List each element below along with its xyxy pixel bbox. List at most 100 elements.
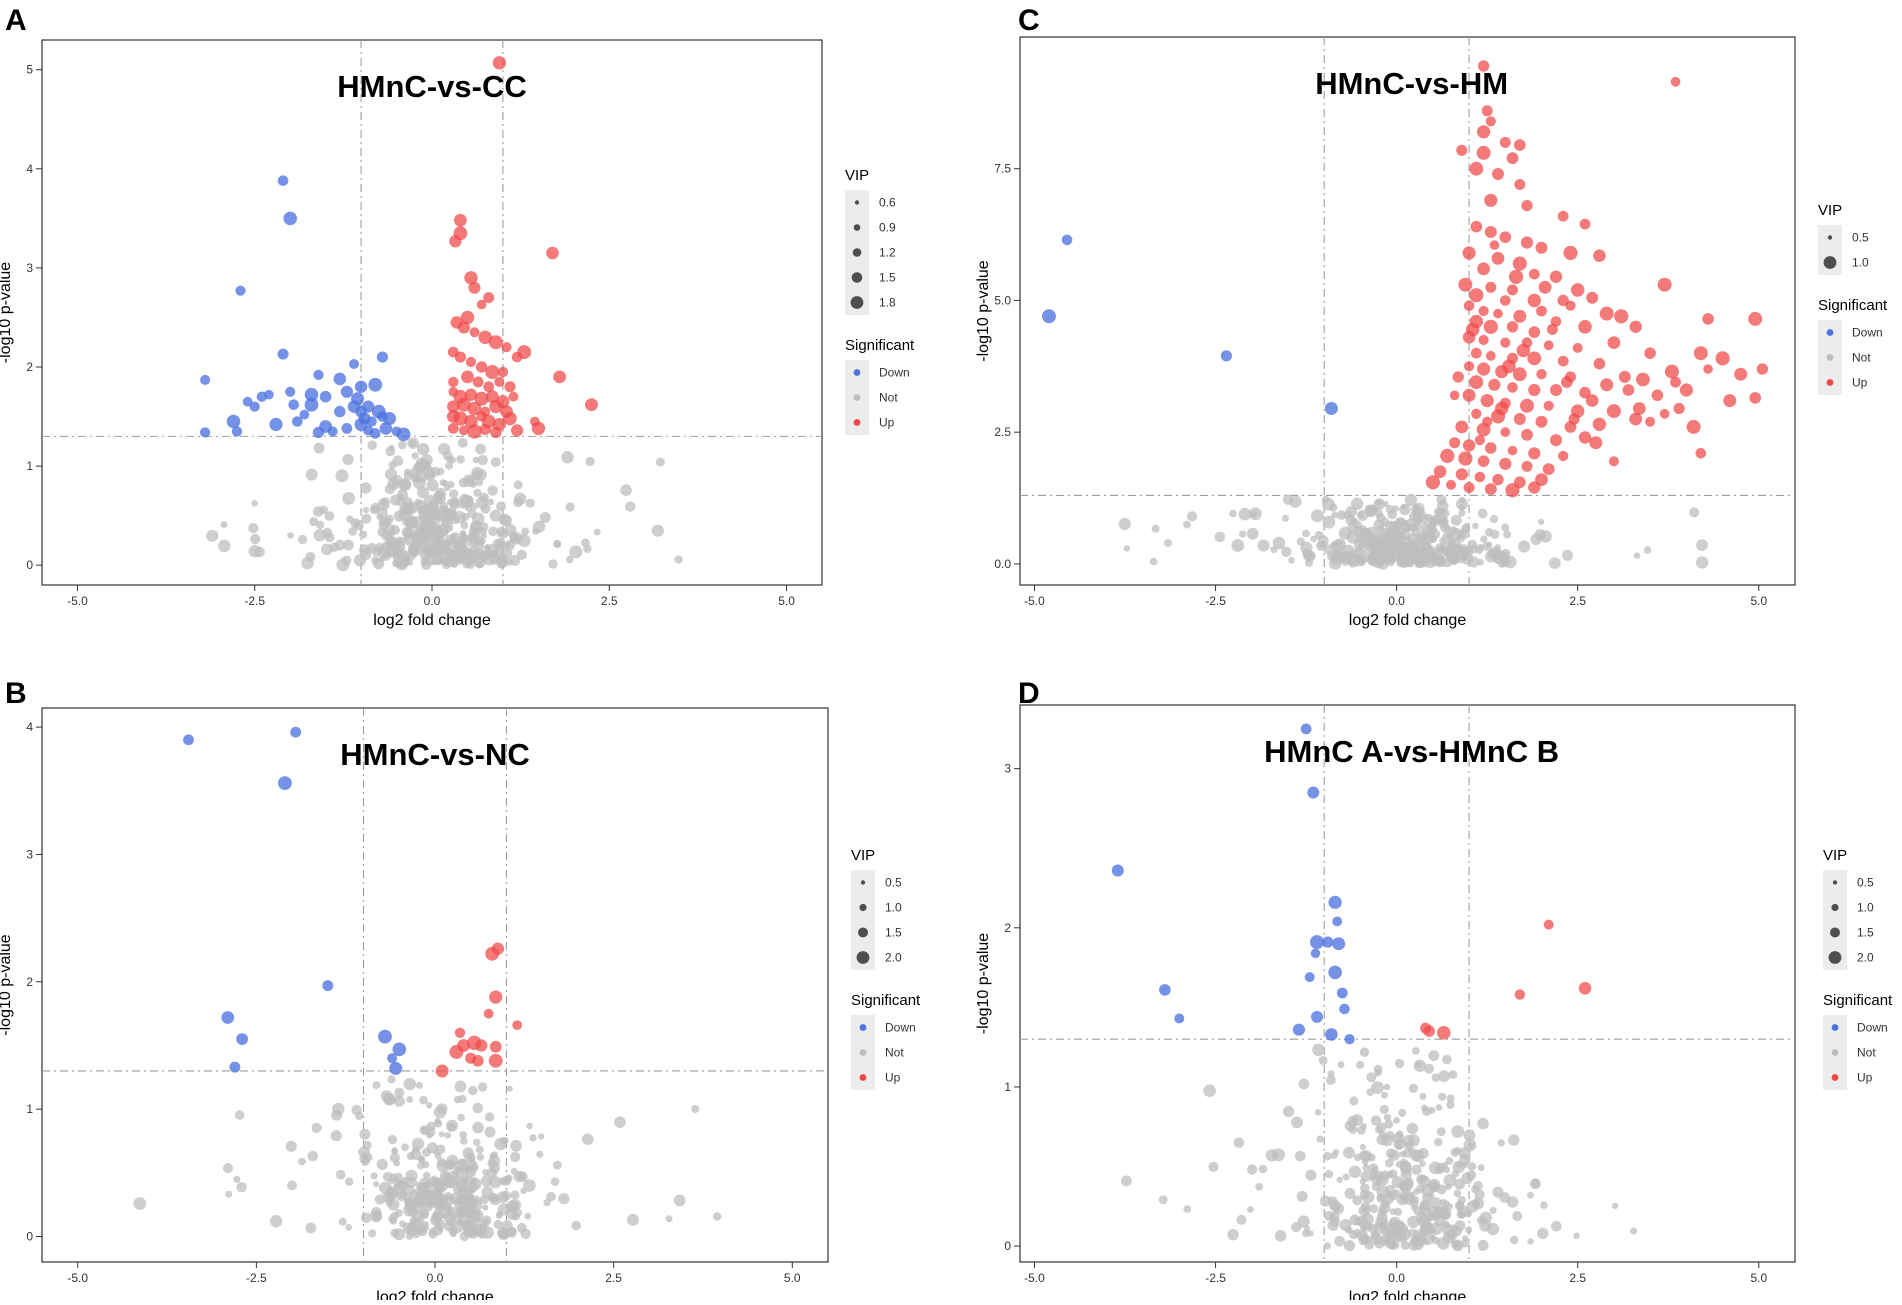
point-down	[290, 726, 302, 738]
point-not	[1408, 1146, 1415, 1154]
point-up	[1502, 359, 1516, 374]
point-not	[463, 1221, 476, 1234]
point-not	[348, 527, 358, 536]
point-not	[1367, 1223, 1378, 1234]
point-not	[1434, 507, 1442, 516]
point-not	[373, 1181, 380, 1188]
point-not	[1480, 535, 1488, 543]
point-not	[458, 477, 469, 488]
point-down	[304, 397, 319, 412]
point-not	[490, 457, 501, 468]
point-not	[460, 535, 469, 544]
point-not	[309, 517, 319, 527]
point-not	[372, 1212, 382, 1222]
point-not	[385, 446, 396, 457]
legend-significant-swatch-up	[859, 1074, 867, 1081]
point-not	[467, 1155, 476, 1164]
panel-c: C HMnC-vs-HM -5.0 -2.5 0.0 2.5 5.0 0.0 2.5 5.0 7.5…	[975, 4, 1888, 629]
point-not	[1456, 553, 1466, 564]
point-up	[1478, 334, 1489, 346]
point-not	[472, 456, 480, 464]
y-tick-label: 3	[26, 847, 33, 861]
point-up	[1695, 448, 1707, 459]
point-down	[376, 351, 388, 363]
point-not	[377, 545, 391, 559]
point-up	[1484, 193, 1498, 207]
point-not	[313, 529, 326, 542]
point-up	[1499, 457, 1512, 470]
point-not	[443, 522, 454, 532]
x-tick-label: -5.0	[67, 1271, 88, 1285]
point-down	[242, 396, 253, 407]
point-not	[417, 1161, 425, 1170]
legend-significant-swatch-up	[1826, 379, 1834, 386]
point-not	[372, 1081, 381, 1090]
point-not	[1318, 1056, 1328, 1065]
point-not	[313, 442, 325, 454]
point-not	[1214, 531, 1226, 543]
point-up	[1528, 481, 1541, 494]
point-not	[342, 492, 355, 505]
point-not	[305, 1222, 317, 1234]
panel-a: A HMnC-vs-CC -5.0 -2.5 0.0 2.5 5.0 0 1 2 3 4 5 log2 f…	[0, 4, 915, 629]
point-not	[481, 1215, 492, 1226]
point-not	[444, 1178, 454, 1188]
point-up	[1423, 1025, 1435, 1037]
point-not	[1689, 507, 1700, 518]
point-not	[1366, 1072, 1377, 1083]
point-not	[482, 552, 496, 566]
point-not	[472, 1102, 484, 1114]
point-not	[1387, 509, 1397, 520]
point-not	[1436, 1127, 1446, 1137]
point-up	[1471, 408, 1482, 419]
legend-vip-label: 1.0	[1852, 256, 1869, 270]
point-not	[1393, 1117, 1400, 1124]
point-not	[475, 496, 489, 509]
legend-vip-swatch	[856, 951, 870, 964]
point-not	[234, 1110, 245, 1120]
point-not	[376, 1158, 388, 1170]
point-not	[459, 1208, 469, 1218]
point-up	[447, 400, 460, 413]
point-not	[1461, 546, 1474, 558]
point-not	[523, 1179, 536, 1192]
point-not	[1356, 1060, 1365, 1069]
point-up	[1600, 378, 1614, 392]
point-up	[475, 1039, 488, 1052]
legend-significant-title: Significant	[1818, 297, 1888, 314]
point-not	[392, 544, 404, 556]
point-not	[1630, 1227, 1638, 1235]
point-not	[1549, 557, 1561, 569]
point-not	[488, 526, 498, 537]
point-up	[457, 397, 471, 412]
point-not	[1427, 1206, 1440, 1219]
point-up	[1748, 311, 1763, 326]
legend-vip-label: 2.0	[885, 951, 902, 965]
point-up	[512, 1020, 523, 1030]
point-down	[327, 426, 338, 437]
point-up	[488, 335, 503, 350]
point-down	[1336, 987, 1348, 999]
point-not	[513, 497, 524, 508]
point-not	[1208, 1161, 1219, 1172]
point-not	[473, 488, 482, 497]
point-not	[456, 455, 465, 464]
point-not	[501, 1175, 512, 1186]
point-not	[311, 1122, 322, 1133]
point-not	[1347, 1115, 1359, 1127]
point-not	[508, 1199, 522, 1212]
point-up	[1521, 428, 1533, 441]
point-up	[1614, 309, 1629, 324]
point-not	[1343, 1240, 1356, 1252]
point-not	[1421, 1104, 1428, 1112]
point-not	[419, 1095, 428, 1105]
point-not	[1389, 1216, 1401, 1229]
point-not	[1510, 1235, 1519, 1245]
point-not	[344, 1177, 354, 1186]
y-tick-label: 2	[1004, 921, 1011, 935]
point-not	[428, 1229, 438, 1239]
point-not	[1336, 510, 1347, 520]
x-tick-label: -2.5	[1205, 594, 1226, 608]
point-not	[447, 498, 454, 506]
legend-vip-swatch	[1827, 235, 1833, 240]
